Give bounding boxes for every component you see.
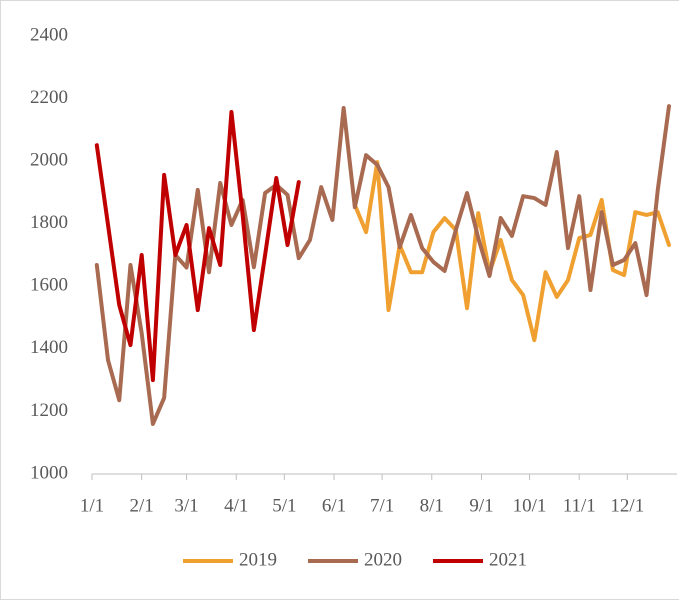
- y-tick-label: 1600: [30, 275, 68, 296]
- y-tick-label: 1400: [30, 337, 68, 358]
- x-tick-label: 3/1: [174, 495, 198, 516]
- x-tick-label: 10/1: [513, 495, 547, 516]
- y-tick-label: 2200: [30, 87, 68, 108]
- y-tick-label: 2400: [30, 24, 68, 45]
- legend-label: 2021: [489, 549, 527, 570]
- x-tick-label: 4/1: [224, 495, 248, 516]
- series-line: [94, 110, 301, 383]
- legend-label: 2020: [364, 549, 402, 570]
- y-tick-label: 1800: [30, 212, 68, 233]
- y-tick-label: 1000: [30, 462, 68, 483]
- x-tick-label: 9/1: [469, 495, 493, 516]
- x-tick-label: 6/1: [322, 495, 346, 516]
- series-line: [352, 160, 671, 343]
- x-tick-label: 8/1: [420, 495, 444, 516]
- x-tick-label: 11/1: [563, 495, 596, 516]
- series-line: [94, 104, 671, 426]
- x-tick-label: 1/1: [80, 495, 104, 516]
- x-tick-label: 2/1: [130, 495, 154, 516]
- x-tick-label: 5/1: [272, 495, 296, 516]
- legend-label: 2019: [239, 549, 277, 570]
- x-tick-label: 7/1: [370, 495, 394, 516]
- y-tick-label: 1200: [30, 400, 68, 421]
- x-tick-label: 12/1: [610, 495, 644, 516]
- y-tick-label: 2000: [30, 150, 68, 171]
